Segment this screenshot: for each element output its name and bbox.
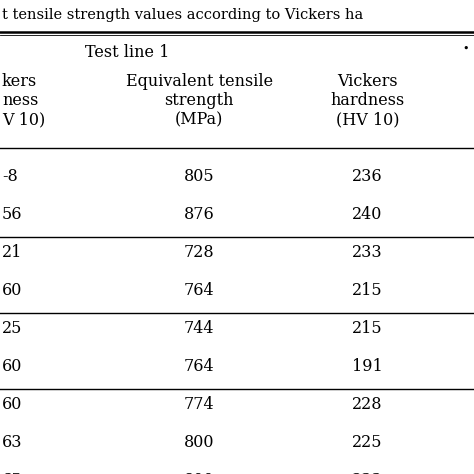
Text: 236: 236 (352, 168, 383, 185)
Text: •: • (463, 44, 469, 54)
Text: ness: ness (2, 92, 38, 109)
Text: 60: 60 (2, 396, 22, 413)
Text: 774: 774 (184, 396, 214, 413)
Text: 215: 215 (352, 282, 383, 299)
Text: 215: 215 (352, 320, 383, 337)
Text: 25: 25 (2, 320, 22, 337)
Text: 764: 764 (184, 282, 214, 299)
Text: -8: -8 (2, 168, 18, 185)
Text: 728: 728 (184, 244, 214, 261)
Text: 233: 233 (352, 244, 383, 261)
Text: 65: 65 (2, 472, 22, 474)
Text: 225: 225 (352, 434, 383, 451)
Text: (HV 10): (HV 10) (336, 111, 399, 128)
Text: 764: 764 (184, 358, 214, 375)
Text: 800: 800 (184, 434, 214, 451)
Text: 876: 876 (184, 206, 214, 223)
Text: 233: 233 (352, 472, 383, 474)
Text: 744: 744 (184, 320, 214, 337)
Text: 21: 21 (2, 244, 22, 261)
Text: 800: 800 (184, 472, 214, 474)
Text: Equivalent tensile: Equivalent tensile (126, 73, 273, 90)
Text: Vickers: Vickers (337, 73, 398, 90)
Text: 228: 228 (352, 396, 383, 413)
Text: V 10): V 10) (2, 111, 45, 128)
Text: 56: 56 (2, 206, 22, 223)
Text: 60: 60 (2, 282, 22, 299)
Text: hardness: hardness (330, 92, 404, 109)
Text: t tensile strength values according to Vickers ha: t tensile strength values according to V… (2, 8, 363, 22)
Text: (MPa): (MPa) (175, 111, 223, 128)
Text: 60: 60 (2, 358, 22, 375)
Text: kers: kers (2, 73, 37, 90)
Text: 63: 63 (2, 434, 22, 451)
Text: 191: 191 (352, 358, 383, 375)
Text: 805: 805 (184, 168, 214, 185)
Text: strength: strength (164, 92, 234, 109)
Text: Test line 1: Test line 1 (85, 44, 170, 61)
Text: 240: 240 (352, 206, 383, 223)
